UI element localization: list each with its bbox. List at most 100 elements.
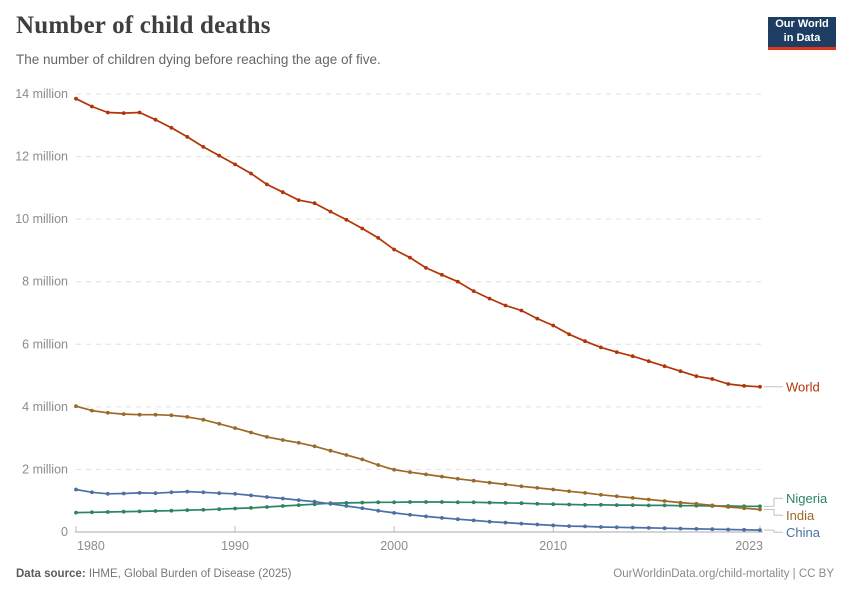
point-marker: [455, 476, 460, 481]
point-marker: [551, 323, 556, 328]
x-tick-label: 1980: [77, 539, 105, 553]
point-marker: [535, 522, 540, 527]
point-marker: [201, 417, 206, 422]
point-marker: [440, 500, 444, 504]
point-marker: [280, 190, 285, 195]
point-marker: [535, 501, 540, 506]
point-marker: [90, 490, 94, 495]
entity-label-china[interactable]: China: [786, 525, 821, 540]
point-marker: [392, 467, 396, 472]
x-tick-label: 2023: [735, 539, 763, 553]
point-marker: [265, 495, 269, 499]
point-marker: [392, 511, 396, 515]
entity-label-nigeria[interactable]: Nigeria: [786, 491, 828, 506]
point-marker: [678, 500, 683, 505]
point-marker: [312, 201, 317, 206]
point-marker: [614, 525, 619, 530]
point-marker: [185, 508, 190, 512]
point-marker: [599, 525, 603, 529]
point-marker: [360, 457, 365, 462]
point-marker: [758, 507, 762, 512]
point-marker: [662, 526, 667, 531]
line-world[interactable]: [75, 97, 761, 388]
point-marker: [440, 272, 444, 277]
point-marker: [265, 505, 269, 509]
point-marker: [583, 339, 587, 344]
point-marker: [74, 96, 78, 101]
point-marker: [121, 412, 126, 416]
line-china[interactable]: [75, 488, 761, 531]
point-marker: [487, 500, 492, 505]
chart-footer: Data source: IHME, Global Burden of Dise…: [16, 568, 834, 580]
point-marker: [217, 153, 222, 158]
point-marker: [233, 162, 238, 167]
point-marker: [567, 502, 571, 507]
point-marker: [503, 482, 508, 487]
point-marker: [408, 500, 412, 504]
point-marker: [614, 350, 619, 354]
point-marker: [440, 474, 444, 479]
chart-subtitle: The number of children dying before reac…: [16, 52, 381, 67]
point-marker: [551, 487, 556, 492]
point-marker: [646, 503, 651, 508]
owid-logo[interactable]: Our World in Data: [768, 17, 836, 50]
point-marker: [424, 514, 428, 519]
point-marker: [233, 491, 238, 496]
point-marker: [392, 247, 396, 252]
point-marker: [153, 412, 158, 417]
entity-label-world[interactable]: World: [786, 379, 820, 394]
line-india[interactable]: [75, 405, 761, 511]
point-marker: [408, 255, 412, 260]
point-marker: [217, 421, 222, 426]
point-marker: [296, 198, 301, 203]
x-tick-label: 1990: [221, 539, 249, 553]
point-marker: [360, 226, 365, 231]
point-marker: [471, 518, 476, 523]
point-marker: [758, 504, 762, 509]
point-marker: [392, 500, 396, 505]
series-nigeria[interactable]: [74, 500, 762, 515]
point-marker: [630, 503, 635, 507]
credit-link[interactable]: OurWorldinData.org/child-mortality | CC …: [613, 568, 834, 580]
y-tick-label: 8 million: [22, 275, 68, 289]
point-marker: [376, 508, 381, 513]
point-marker: [265, 182, 269, 187]
point-marker: [280, 496, 285, 501]
entity-label-india[interactable]: India: [786, 508, 815, 523]
point-marker: [694, 527, 699, 531]
point-marker: [376, 236, 381, 240]
point-marker: [630, 354, 635, 359]
point-marker: [328, 448, 333, 453]
point-marker: [296, 440, 301, 445]
point-marker: [710, 527, 715, 532]
point-marker: [455, 517, 460, 522]
point-marker: [662, 364, 667, 369]
point-marker: [280, 438, 285, 442]
chart-title: Number of child deaths: [16, 12, 271, 39]
point-marker: [678, 526, 683, 531]
point-marker: [185, 489, 190, 494]
point-marker: [153, 491, 158, 496]
point-marker: [694, 501, 699, 506]
point-marker: [249, 171, 253, 176]
point-marker: [233, 426, 238, 430]
y-tick-label: 14 million: [15, 87, 68, 101]
point-marker: [90, 104, 94, 109]
point-marker: [726, 505, 731, 509]
point-marker: [121, 491, 126, 496]
point-marker: [328, 209, 333, 214]
series-india[interactable]: [74, 404, 762, 512]
point-marker: [567, 489, 571, 494]
line-nigeria[interactable]: [75, 501, 760, 514]
point-marker: [249, 430, 253, 435]
point-marker: [583, 502, 587, 507]
series-china[interactable]: [74, 487, 762, 532]
point-marker: [74, 487, 78, 492]
x-tick-label: 2000: [380, 539, 408, 553]
point-marker: [90, 510, 94, 515]
series-world[interactable]: [74, 96, 762, 389]
point-marker: [630, 496, 635, 500]
point-marker: [503, 303, 508, 308]
point-marker: [583, 491, 587, 495]
